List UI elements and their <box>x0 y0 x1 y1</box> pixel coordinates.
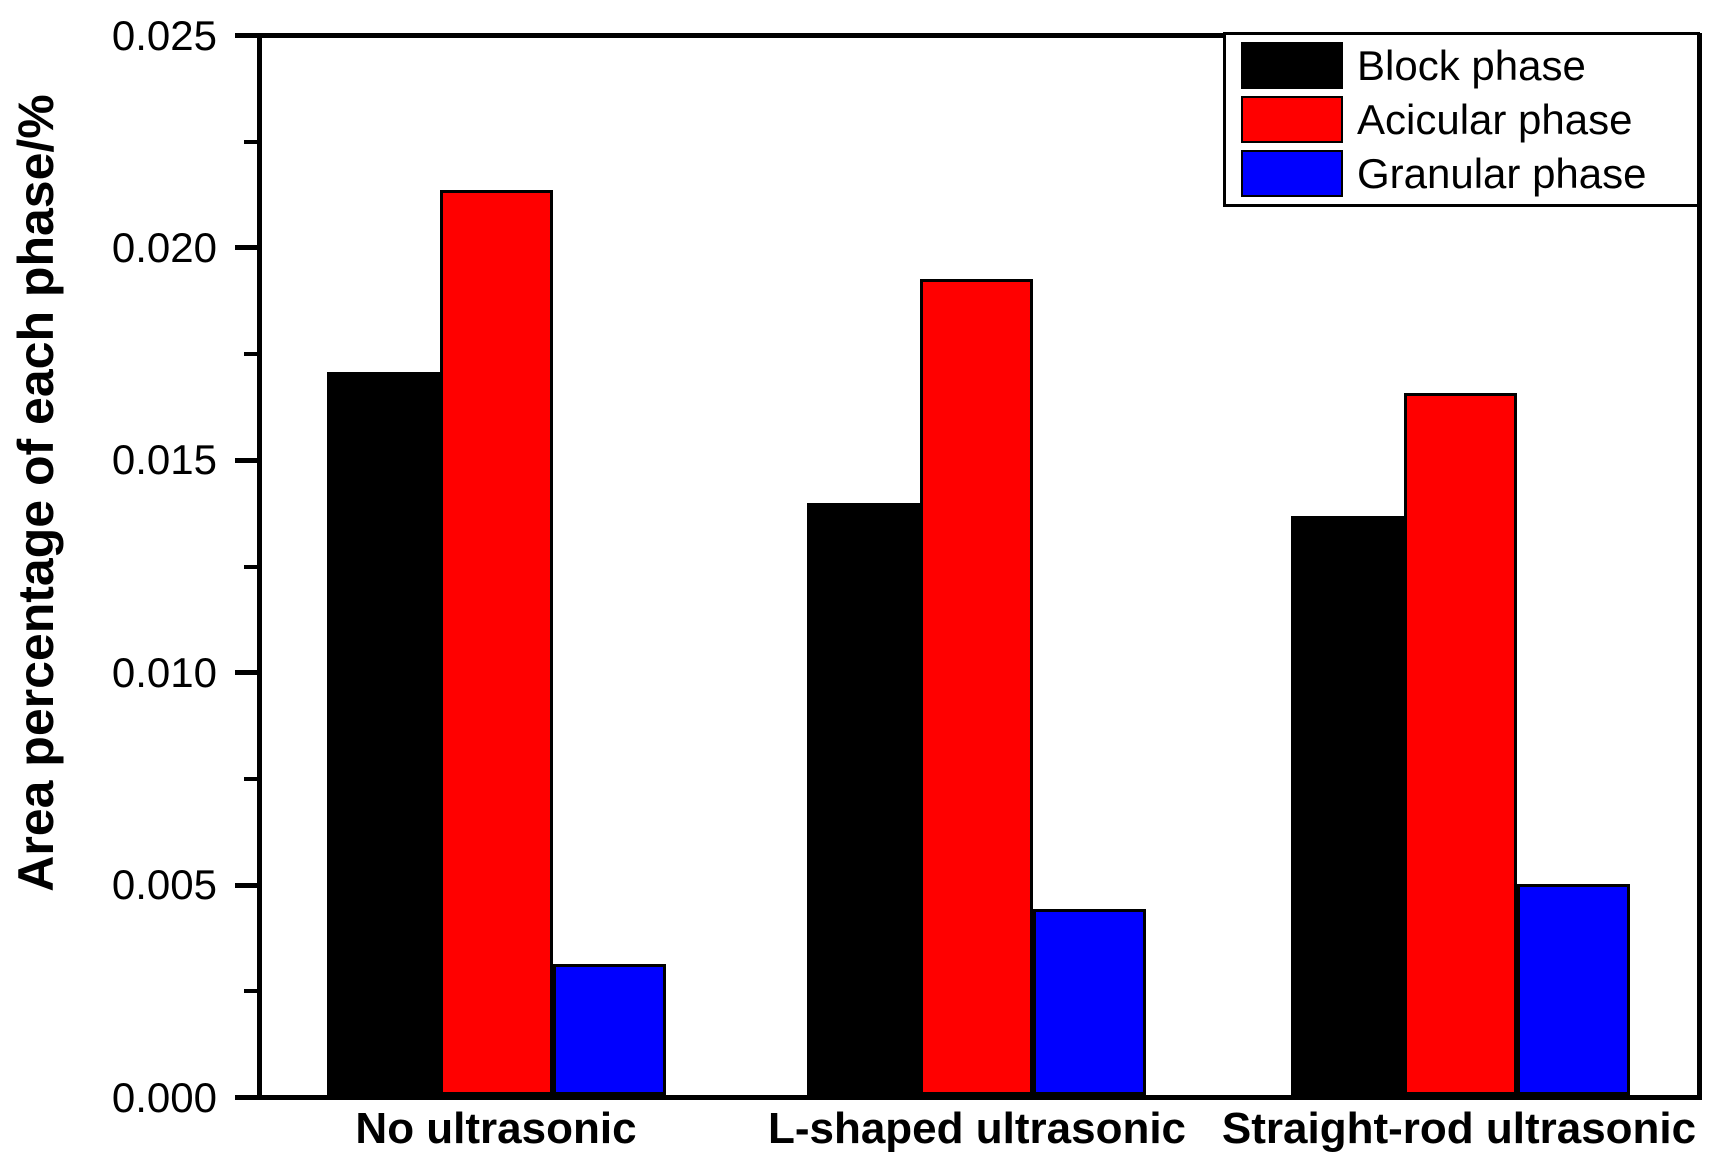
bar-acicular-phase-2 <box>920 279 1033 1095</box>
bar-acicular-phase-3 <box>1404 393 1517 1095</box>
y-tick-label: 0.020 <box>111 223 217 271</box>
bar-block-phase-1 <box>327 372 440 1095</box>
y-tick-label: 0.000 <box>111 1073 217 1121</box>
bar-block-phase-3 <box>1291 516 1404 1095</box>
y-minor-tick <box>244 989 257 994</box>
bar-granular-phase-2 <box>1033 909 1146 1095</box>
y-tick-label: 0.025 <box>111 11 217 59</box>
legend-item: Block phase <box>1241 42 1697 89</box>
y-major-tick <box>235 33 257 38</box>
y-minor-tick <box>244 139 257 144</box>
legend-item: Acicular phase <box>1241 96 1697 143</box>
legend-label: Granular phase <box>1357 149 1647 197</box>
y-major-tick <box>235 457 257 463</box>
legend-label: Block phase <box>1357 41 1586 89</box>
y-tick-label: 0.005 <box>111 861 217 909</box>
bar-acicular-phase-1 <box>440 190 553 1095</box>
y-minor-tick <box>244 564 257 569</box>
y-major-tick <box>235 245 257 251</box>
bar-block-phase-2 <box>807 503 920 1095</box>
legend-swatch-icon <box>1241 96 1343 143</box>
legend: Block phase Acicular phase Granular phase <box>1223 32 1700 207</box>
y-tick-label: 0.015 <box>111 436 217 484</box>
y-tick-label: 0.010 <box>111 648 217 696</box>
y-major-tick <box>235 1095 257 1100</box>
y-minor-tick <box>244 776 257 781</box>
legend-swatch-icon <box>1241 150 1343 197</box>
legend-swatch-icon <box>1241 42 1343 89</box>
y-minor-tick <box>244 352 257 357</box>
bar-granular-phase-3 <box>1517 884 1630 1095</box>
legend-item: Granular phase <box>1241 150 1697 197</box>
x-category-label: Straight-rod ultrasonic <box>1221 1104 1697 1153</box>
y-axis-title: Area percentage of each phase/% <box>8 94 64 892</box>
y-major-tick <box>235 670 257 676</box>
x-category-label: No ultrasonic <box>355 1104 637 1153</box>
legend-label: Acicular phase <box>1357 95 1633 143</box>
x-category-label: L-shaped ultrasonic <box>767 1104 1187 1153</box>
bar-granular-phase-1 <box>553 964 666 1095</box>
y-major-tick <box>235 882 257 888</box>
